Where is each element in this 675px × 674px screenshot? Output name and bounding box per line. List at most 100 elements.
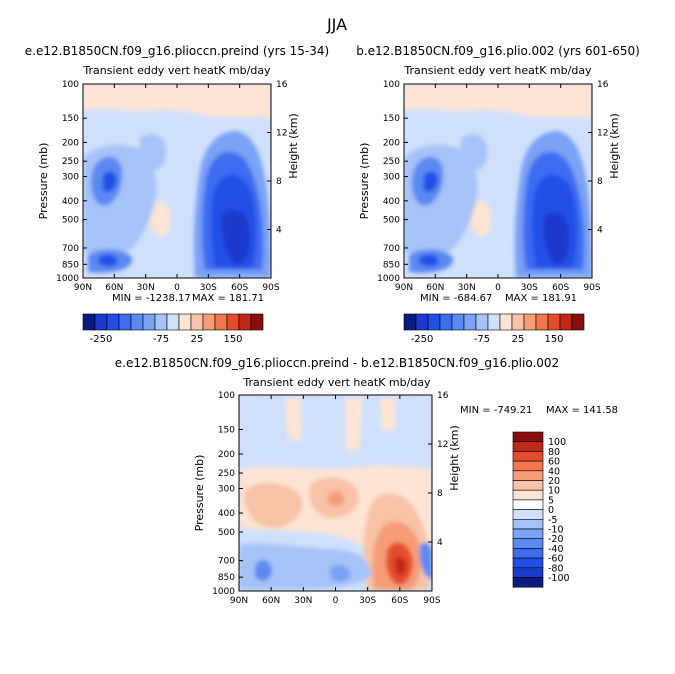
y2-tick-label: 8 — [597, 177, 603, 187]
colorbar-swatch — [238, 313, 252, 331]
positive-region — [244, 482, 303, 528]
y-tick-label: 700 — [218, 557, 235, 567]
colorbar-swatch — [512, 509, 544, 520]
y-tick-label: 300 — [383, 173, 400, 183]
colorbar-label: -60 — [548, 554, 564, 565]
x-tick-label: 0 — [333, 596, 339, 606]
axes-diff: 90N 60N 30N 0 30S 60S 90S 100 150 200 250 300 400 500… — [193, 391, 461, 606]
y-tick-label: 100 — [62, 80, 79, 90]
panel-left: e.e12.B1850CN.f09_g16.plioccn.preind (yr… — [25, 44, 329, 279]
negative-region — [140, 134, 167, 170]
positive-region — [328, 490, 344, 507]
colorbar-swatch — [250, 313, 264, 331]
colorbar-right: -250 -75 25 150 — [403, 313, 585, 345]
positive-region — [150, 201, 171, 237]
colorbar-swatch — [523, 313, 537, 331]
colorbar-swatch — [154, 313, 168, 331]
negative-region — [255, 560, 272, 581]
y-tick-label: 1000 — [377, 274, 400, 284]
y-tick-label: 250 — [62, 157, 79, 167]
colorbar-label: 25 — [191, 334, 204, 345]
y-tick-label: 300 — [218, 485, 235, 495]
colorbar-label: 10 — [548, 486, 560, 497]
x-tick-label: 60S — [231, 283, 248, 293]
negative-region — [423, 171, 439, 192]
positive-region — [471, 201, 492, 237]
colorbar-swatch — [439, 313, 453, 331]
colorbar-label: 60 — [548, 457, 560, 468]
panel-subtitle: Transient eddy vert heatK mb/day — [403, 64, 592, 77]
y-tick-label: 850 — [62, 260, 79, 270]
y-tick-label: 1000 — [56, 274, 79, 284]
colorbar-swatch — [415, 313, 429, 331]
colorbar-swatch — [403, 313, 417, 331]
colorbar-label: -5 — [548, 515, 557, 526]
positive-region — [285, 398, 302, 440]
colorbar-label: 40 — [548, 466, 560, 477]
colorbar-swatch — [178, 313, 192, 331]
max-label: MAX = 181.71 — [192, 293, 264, 304]
y2-tick-label: 12 — [597, 129, 608, 139]
contour-field — [404, 84, 592, 278]
y2-tick-label: 12 — [437, 440, 448, 450]
x-tick-label: 30S — [359, 596, 376, 606]
colorbar-swatch — [571, 313, 585, 331]
colorbar-swatch — [535, 313, 549, 331]
max-label: MAX = 181.91 — [505, 293, 577, 304]
colorbar-swatch — [190, 313, 204, 331]
y2-tick-label: 16 — [437, 391, 449, 401]
colorbar-label: 0 — [548, 505, 554, 516]
x-tick-label: 30S — [200, 283, 217, 293]
colorbar-swatch — [512, 499, 544, 510]
x-tick-label: 60N — [426, 283, 444, 293]
colorbar-swatch — [475, 313, 489, 331]
colorbar-label: -75 — [153, 334, 169, 345]
y2-axis-title: Height (km) — [608, 113, 621, 179]
colorbar-label: 20 — [548, 476, 560, 487]
positive-region — [380, 398, 395, 430]
colorbar-swatch — [559, 313, 573, 331]
x-tick-label: 90N — [395, 283, 413, 293]
colorbar-swatch — [106, 313, 120, 331]
x-tick-label: 60N — [105, 283, 123, 293]
colorbar-swatch — [463, 313, 477, 331]
x-tick-label: 60S — [391, 596, 408, 606]
colorbar-swatch — [499, 313, 513, 331]
y2-tick-label: 16 — [276, 80, 288, 90]
colorbar-swatch — [118, 313, 132, 331]
y-tick-label: 500 — [383, 216, 400, 226]
min-label: MIN = -684.67 — [420, 293, 492, 304]
y2-tick-label: 16 — [597, 80, 609, 90]
colorbar-swatch — [226, 313, 240, 331]
colorbar-swatch — [512, 489, 544, 501]
panel-subtitle: Transient eddy vert heatK mb/day — [242, 376, 431, 389]
y-axis-title: Pressure (mb) — [37, 143, 50, 220]
colorbar-swatch — [142, 313, 156, 331]
colorbar-swatch — [512, 577, 544, 588]
y-axis-title: Pressure (mb) — [193, 455, 206, 532]
colorbar-label: 80 — [548, 447, 560, 458]
y-tick-label: 500 — [62, 216, 79, 226]
colorbar-label: -10 — [548, 525, 564, 536]
y-tick-label: 250 — [383, 157, 400, 167]
colorbar-swatch — [512, 451, 544, 462]
negative-region — [221, 209, 250, 265]
x-tick-label: 30N — [458, 283, 476, 293]
negative-region — [98, 254, 118, 267]
x-tick-label: 90N — [74, 283, 92, 293]
colorbar-swatch — [547, 313, 561, 331]
colorbar-left: -250 -75 25 150 — [82, 313, 264, 345]
contour-field — [239, 395, 432, 591]
x-tick-label: 30S — [521, 283, 538, 293]
positive-region — [345, 398, 362, 450]
y-tick-label: 700 — [383, 244, 400, 254]
negative-region — [461, 134, 488, 170]
y-tick-label: 150 — [218, 426, 235, 436]
x-tick-label: 0 — [495, 283, 501, 293]
x-tick-label: 60S — [552, 283, 569, 293]
colorbar-swatch — [511, 313, 525, 331]
y-tick-label: 200 — [218, 450, 235, 460]
y-tick-label: 400 — [218, 509, 235, 519]
min-label: MIN = -1238.17 — [112, 293, 191, 304]
